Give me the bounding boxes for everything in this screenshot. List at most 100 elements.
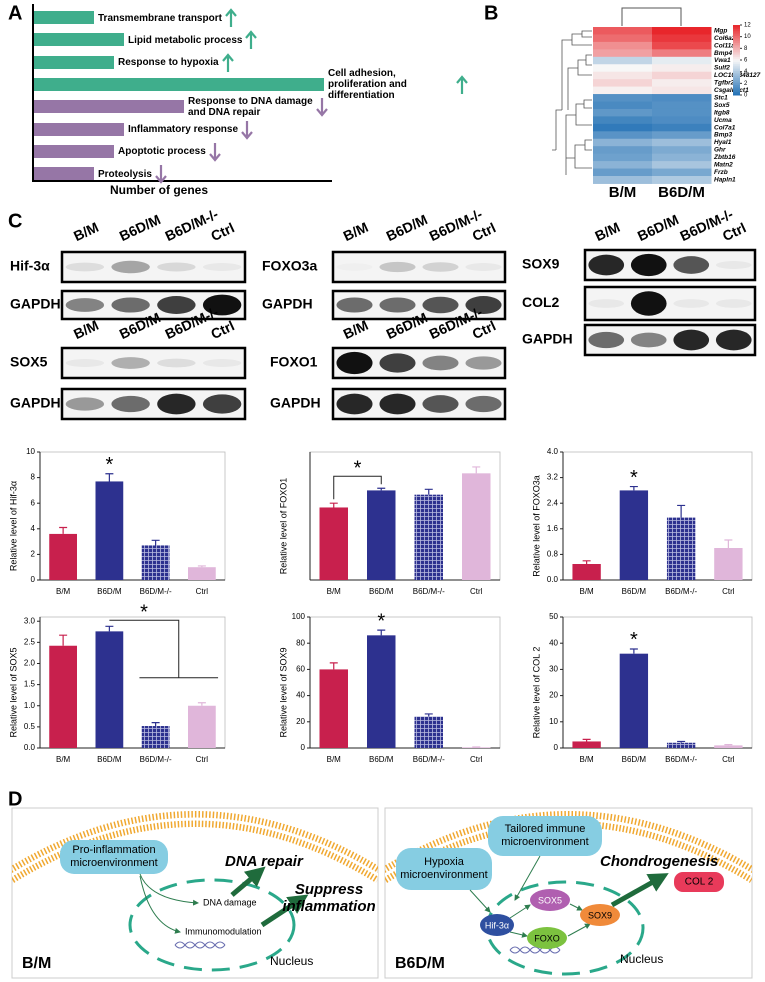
colorbar-step — [733, 77, 740, 80]
arrow — [260, 894, 309, 928]
category-label: Inflammatory response — [128, 124, 239, 135]
row-label: Matn2 — [714, 162, 733, 169]
label: Nucleus — [620, 952, 663, 966]
box — [396, 848, 492, 890]
lane-label: B/M — [341, 317, 371, 342]
heatmap-cell — [593, 131, 653, 140]
y-tick-label: 2.5 — [24, 637, 36, 646]
heatmap-cell — [593, 116, 653, 125]
blot — [60, 250, 247, 284]
colorbar-step — [733, 84, 740, 87]
bar — [319, 507, 348, 580]
error-bar — [472, 466, 481, 474]
colorbar-step — [733, 91, 740, 94]
blot-label: GAPDH — [10, 395, 61, 411]
colorbar-step — [733, 60, 740, 63]
blot-band — [336, 297, 373, 313]
arrow — [567, 923, 591, 937]
colorbar-step — [733, 65, 740, 68]
label: DNA damage — [203, 897, 257, 907]
arrow — [225, 8, 237, 27]
y-axis-title: Relative level of FOXO1 — [278, 478, 288, 575]
blot-label: SOX9 — [522, 256, 560, 272]
heatmap-cell — [593, 34, 653, 43]
colorbar-step — [733, 82, 740, 85]
y-tick-label: 3.2 — [547, 473, 559, 482]
significance: * — [630, 467, 638, 489]
bar — [619, 653, 649, 748]
row-label: Zbtb16 — [713, 154, 736, 161]
error-bar — [677, 740, 686, 743]
row-label: Col11a1 — [714, 42, 739, 49]
y-tick-label: 2.4 — [547, 498, 559, 507]
x-tick-label: B/M — [327, 587, 342, 596]
heatmap-cell — [652, 41, 712, 50]
blot-band — [111, 260, 150, 274]
blot-band — [673, 299, 710, 308]
blot-band — [673, 329, 710, 351]
blot-label: GAPDH — [270, 395, 321, 411]
colorbar-tick-label: 8 — [744, 46, 748, 52]
y-tick-label: 100 — [292, 612, 306, 621]
heatmap-cell — [593, 94, 653, 102]
x-tick-label: B6D/M — [97, 755, 122, 764]
row-label: Ucma — [714, 117, 732, 124]
bar-label-row: Apoptotic process — [118, 139, 221, 165]
blot-band — [65, 397, 105, 411]
blot — [60, 346, 247, 380]
y-axis-title: Relative level of Hif-3α — [8, 481, 18, 571]
blot-band — [379, 297, 416, 313]
bar — [141, 545, 170, 580]
blot-band — [157, 393, 196, 415]
row-label: Stc1 — [714, 94, 728, 101]
blot-label: FOXO3a — [262, 258, 317, 274]
y-tick-label: 1.6 — [547, 524, 559, 533]
x-tick-label: B6D/M-/- — [413, 587, 445, 596]
row-label: Col6a2 — [714, 35, 736, 42]
error-bar — [377, 487, 386, 491]
y-tick-label: 10 — [549, 717, 558, 726]
x-tick-label: B6D/M — [369, 587, 394, 596]
panel-label: B — [484, 2, 498, 24]
y-tick-label: 0.8 — [547, 550, 559, 559]
row-label: Mgp — [714, 27, 727, 34]
x-tick-label: Ctrl — [722, 755, 735, 764]
heatmap-cell — [652, 86, 712, 95]
axis-line — [32, 4, 34, 180]
arrow — [569, 903, 583, 911]
blot-label: FOXO1 — [270, 354, 318, 370]
y-tick-label: 50 — [549, 612, 558, 621]
panel-label: C — [8, 210, 22, 232]
arrow — [514, 855, 541, 901]
heatmap-cell — [652, 176, 712, 184]
bar — [666, 742, 696, 748]
heatmap-cell — [652, 168, 712, 177]
heatmap-cell — [593, 146, 653, 155]
lane-label: B/M — [341, 219, 371, 244]
row-label: Bmp3 — [714, 132, 732, 139]
label: B/M — [22, 955, 51, 972]
bracket — [109, 619, 219, 679]
blot-band — [111, 357, 150, 369]
bar — [95, 631, 124, 748]
blot-band — [588, 299, 625, 308]
colorbar-step — [733, 28, 740, 31]
lane-label: B/M — [71, 219, 101, 244]
blot-band — [588, 254, 625, 276]
colorbar-step — [733, 86, 740, 89]
y-tick-label: 40 — [296, 691, 305, 700]
blot-band — [336, 263, 372, 271]
error-bar — [424, 488, 433, 495]
heatmap-cell — [593, 168, 653, 177]
y-tick-label: 0 — [301, 743, 306, 752]
heatmap-cell — [593, 56, 653, 65]
node — [530, 889, 570, 911]
error-bar — [329, 662, 338, 670]
colorbar-tick-label: 0 — [744, 93, 748, 99]
arrow — [241, 120, 253, 140]
bar — [572, 741, 601, 748]
heatmap-cell — [652, 116, 712, 125]
error-bar — [582, 738, 591, 742]
error-bar — [59, 526, 68, 534]
